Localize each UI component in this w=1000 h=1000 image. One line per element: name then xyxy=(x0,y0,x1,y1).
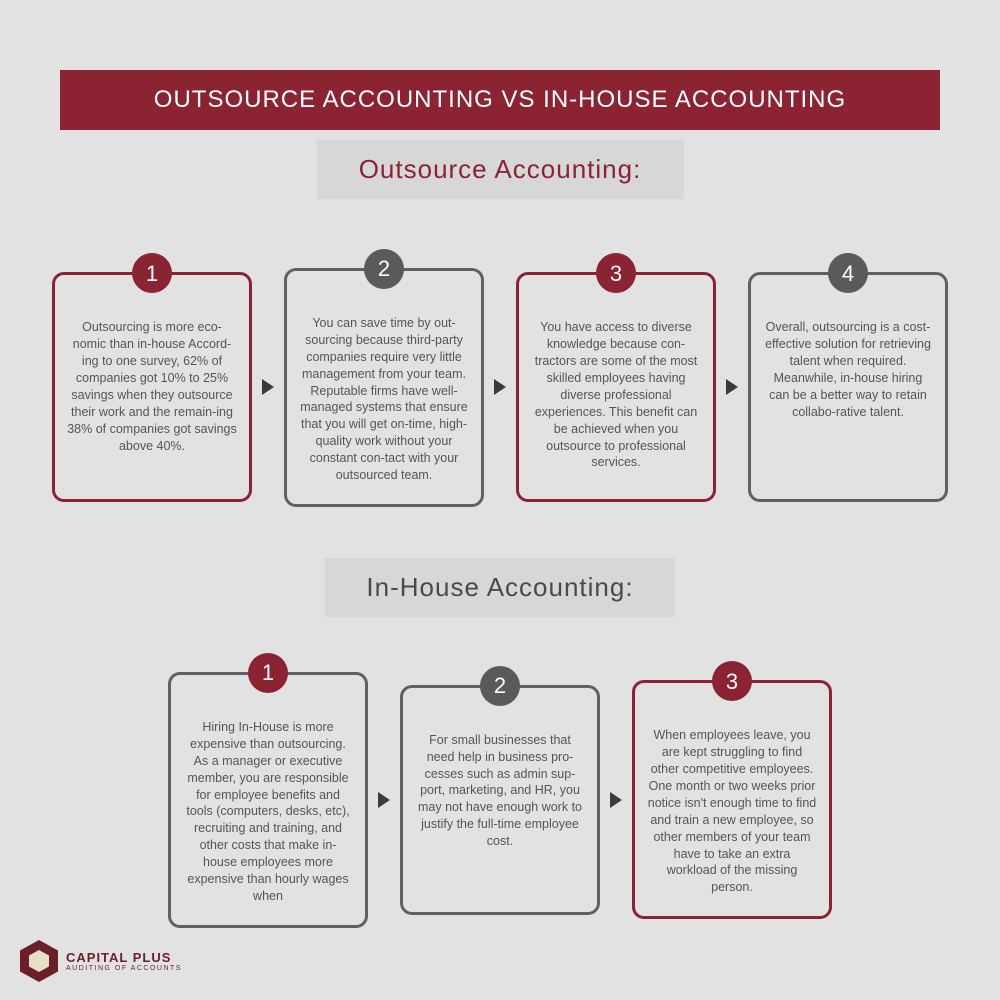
card-number-badge: 3 xyxy=(712,661,752,701)
logo-name: CAPITAL PLUS xyxy=(66,950,182,965)
info-card: 1Hiring In-House is more expensive than … xyxy=(168,672,368,928)
card-text: Overall, outsourcing is a cost-effective… xyxy=(763,319,933,420)
inhouse-row: 1Hiring In-House is more expensive than … xyxy=(38,672,962,928)
card-text: You can save time by out-sourcing becaus… xyxy=(299,315,469,484)
info-card: 1Outsourcing is more eco-nomic than in-h… xyxy=(52,272,252,502)
card-text: You have access to diverse knowledge bec… xyxy=(531,319,701,471)
info-card: 2For small businesses that need help in … xyxy=(400,685,600,915)
card-number-badge: 3 xyxy=(596,253,636,293)
card-text: Hiring In-House is more expensive than o… xyxy=(183,719,353,905)
info-card: 4Overall, outsourcing is a cost-effectiv… xyxy=(748,272,948,502)
card-text: When employees leave, you are kept strug… xyxy=(647,727,817,896)
section2-title: In-House Accounting: xyxy=(324,558,675,617)
section2-title-text: In-House Accounting: xyxy=(366,572,633,602)
arrow-right-icon xyxy=(262,379,274,395)
card-text: Outsourcing is more eco-nomic than in-ho… xyxy=(67,319,237,454)
card-number-badge: 1 xyxy=(132,253,172,293)
logo-text: CAPITAL PLUS AUDITING OF ACCOUNTS xyxy=(66,950,182,972)
card-number-badge: 2 xyxy=(480,666,520,706)
arrow-right-icon xyxy=(494,379,506,395)
info-card: 2You can save time by out-sourcing becau… xyxy=(284,268,484,507)
info-card: 3When employees leave, you are kept stru… xyxy=(632,680,832,919)
outsource-row: 1Outsourcing is more eco-nomic than in-h… xyxy=(38,268,962,507)
arrow-right-icon xyxy=(610,792,622,808)
card-number-badge: 4 xyxy=(828,253,868,293)
card-number-badge: 2 xyxy=(364,249,404,289)
banner-text: OUTSOURCE ACCOUNTING VS IN-HOUSE ACCOUNT… xyxy=(154,86,846,114)
logo-hex-icon xyxy=(20,940,58,982)
logo-sub: AUDITING OF ACCOUNTS xyxy=(66,965,182,972)
arrow-right-icon xyxy=(726,379,738,395)
arrow-right-icon xyxy=(378,792,390,808)
card-text: For small businesses that need help in b… xyxy=(415,732,585,850)
card-number-badge: 1 xyxy=(248,653,288,693)
brand-logo: CAPITAL PLUS AUDITING OF ACCOUNTS xyxy=(20,940,182,982)
info-card: 3You have access to diverse knowledge be… xyxy=(516,272,716,502)
section1-title-text: Outsource Accounting: xyxy=(359,154,642,184)
section1-title: Outsource Accounting: xyxy=(317,140,684,199)
page-title-banner: OUTSOURCE ACCOUNTING VS IN-HOUSE ACCOUNT… xyxy=(60,70,940,130)
